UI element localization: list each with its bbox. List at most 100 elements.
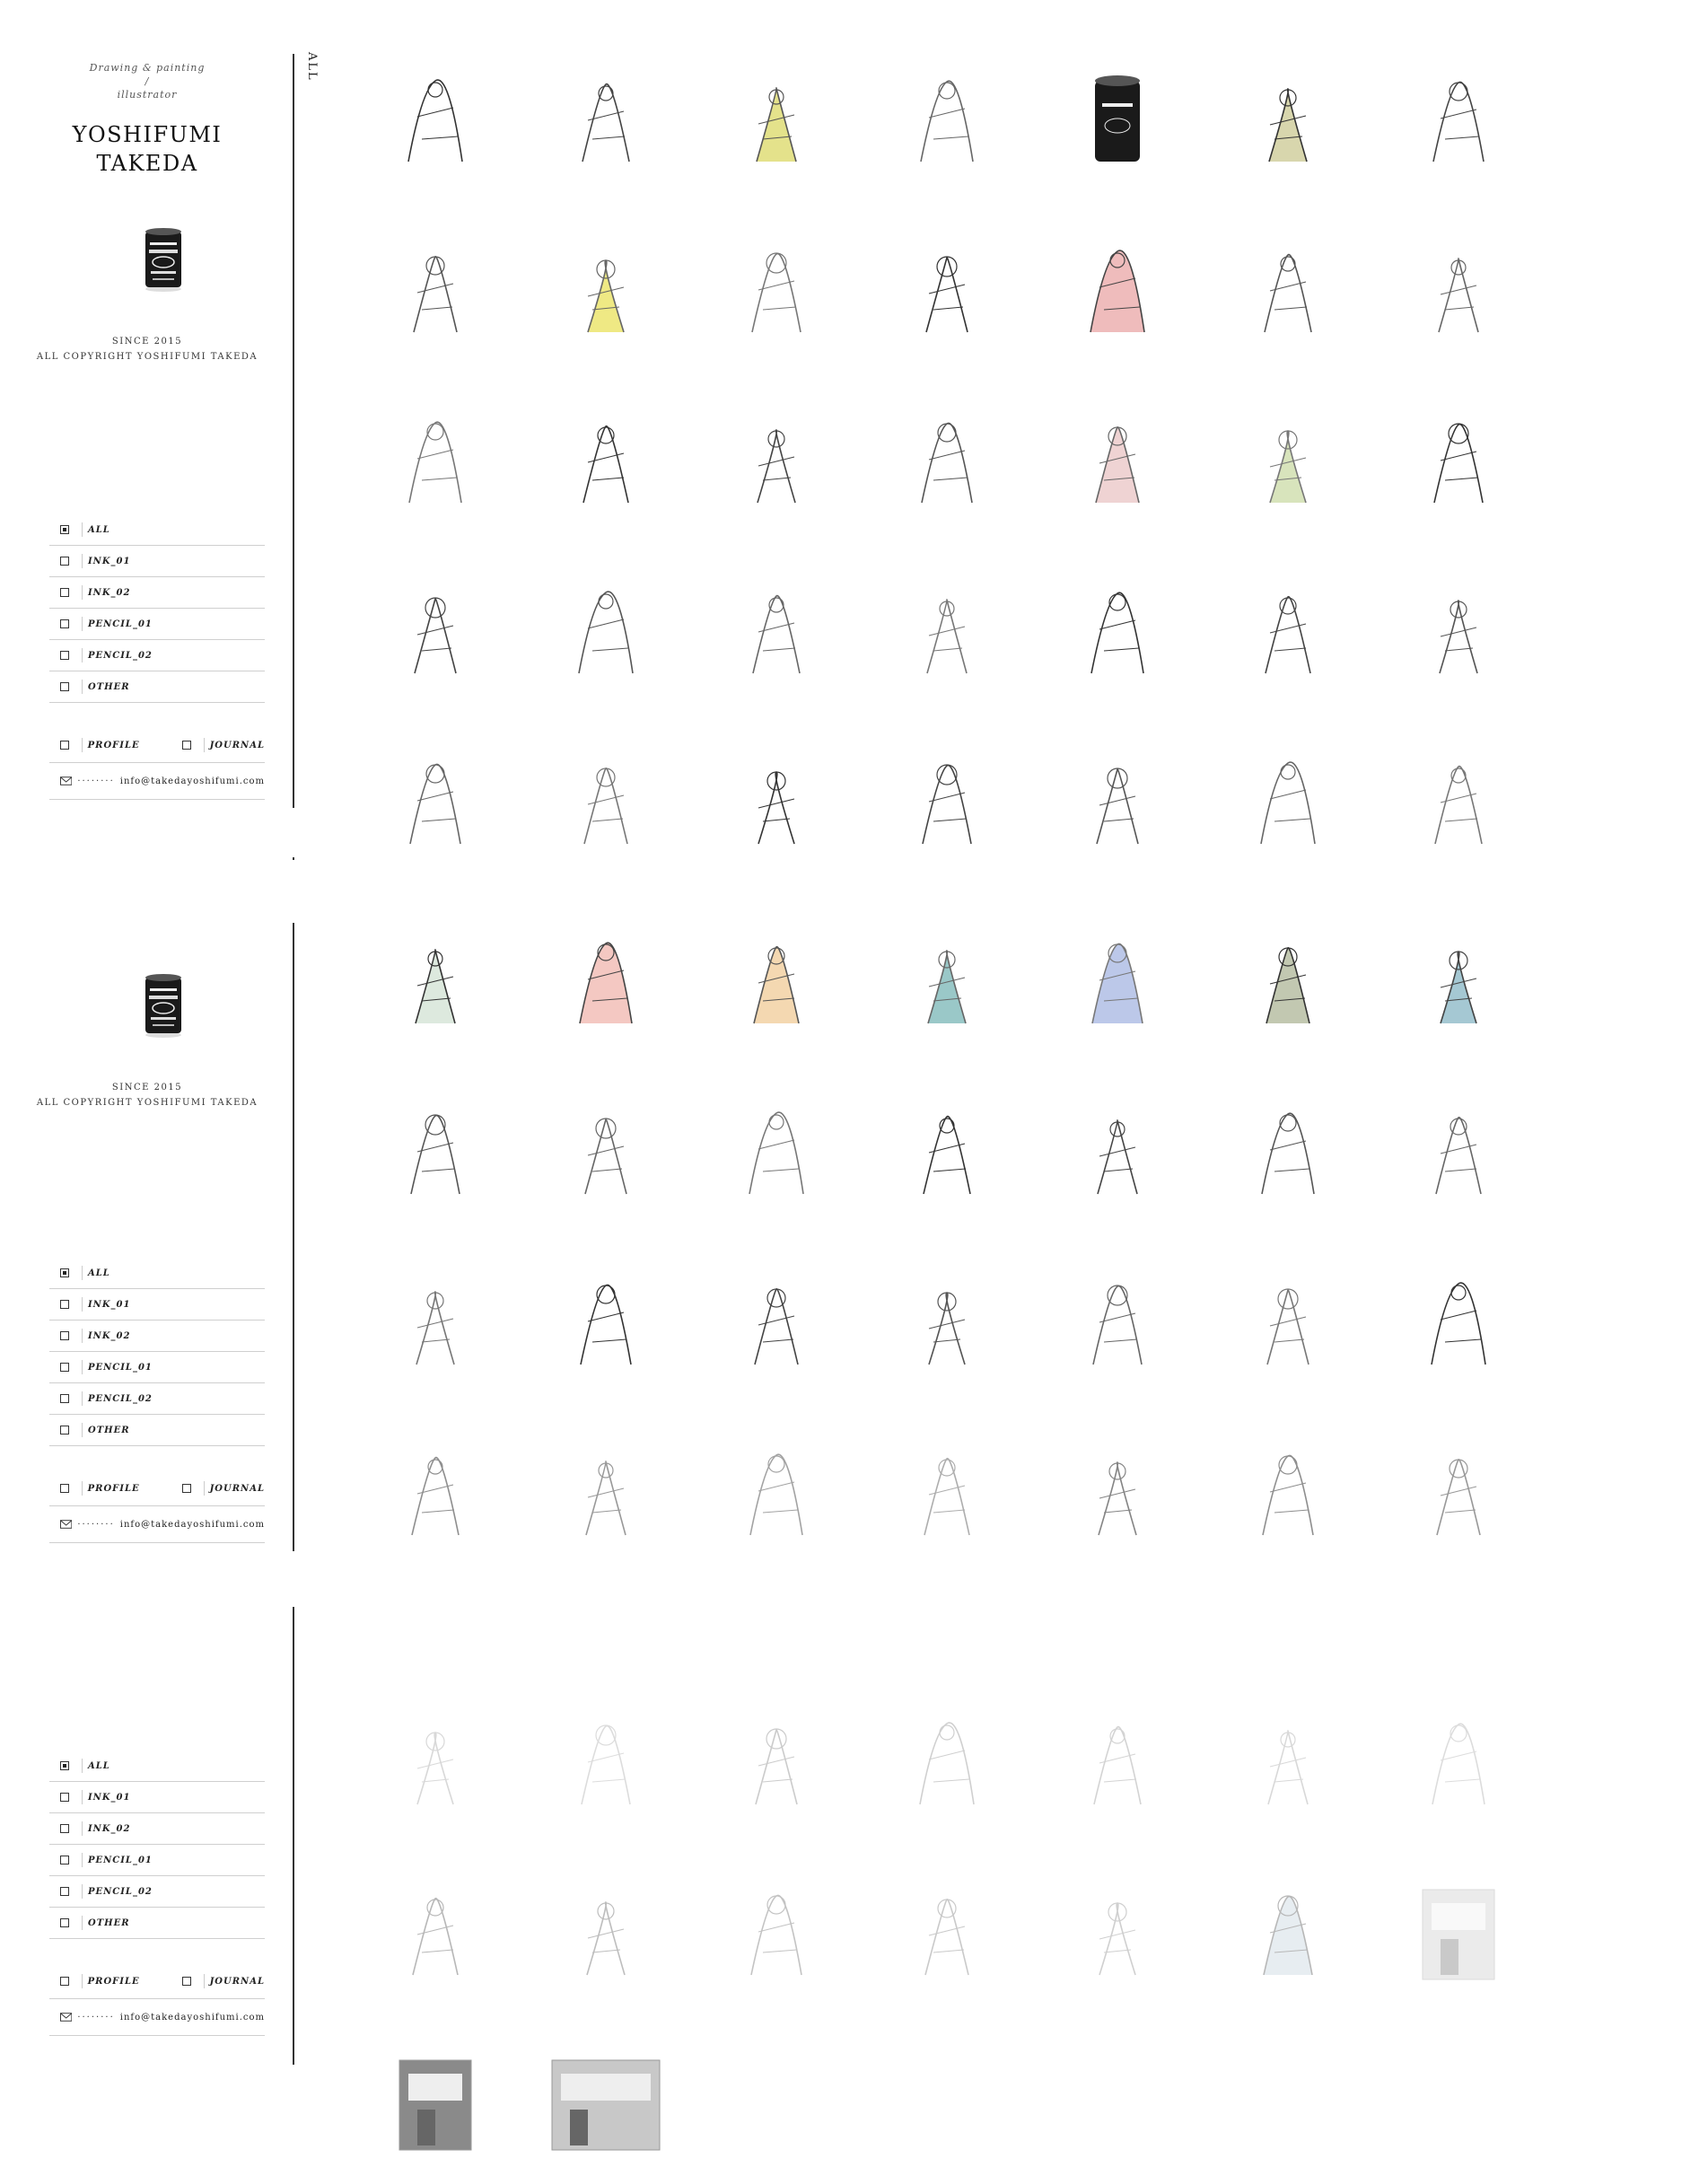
filter-pencil-02[interactable]: PENCIL_02 (49, 640, 265, 671)
email-row[interactable]: ········ info@takedayoshifumi.com (49, 763, 265, 800)
thumbnail-faint-6[interactable] (1221, 1697, 1355, 1831)
thumbnail-interior-corridor[interactable] (1391, 1867, 1526, 2002)
thumbnail-helmet[interactable] (368, 224, 503, 359)
checkbox-icon[interactable] (60, 682, 69, 691)
thumbnail-tall-house[interactable] (1391, 1427, 1526, 1562)
thumbnail-ghost-3[interactable] (709, 1867, 844, 2002)
thumbnail-bottles[interactable] (368, 916, 503, 1050)
thumbnail-jacket[interactable] (880, 224, 1014, 359)
checkbox-icon[interactable] (60, 1268, 69, 1277)
checkbox-icon[interactable] (60, 1918, 69, 1927)
checkbox-icon[interactable] (60, 651, 69, 660)
thumbnail-hands-plant[interactable] (1391, 736, 1526, 871)
filter-pencil-01[interactable]: PENCIL_01 (49, 1845, 265, 1876)
thumbnail-folded-shirts[interactable] (709, 224, 844, 359)
checkbox-icon[interactable] (60, 1824, 69, 1833)
thumbnail-house[interactable] (1050, 566, 1185, 700)
thumbnail-woman-portrait[interactable] (368, 395, 503, 530)
checkbox-icon[interactable] (60, 588, 69, 597)
thumbnail-ghost-4[interactable] (880, 1867, 1014, 2002)
filter-all[interactable]: ALL (49, 514, 265, 546)
thumbnail-isometric-cliff[interactable] (539, 566, 673, 700)
thumbnail-faces[interactable] (1221, 916, 1355, 1050)
thumbnail-gardener[interactable] (368, 736, 503, 871)
filter-other[interactable]: OTHER (49, 1908, 265, 1939)
thumbnail-faint-4[interactable] (880, 1697, 1014, 1831)
thumbnail-blue-portrait[interactable] (1391, 916, 1526, 1050)
thumbnail-sheep-head[interactable] (1221, 224, 1355, 359)
filter-pencil-01[interactable]: PENCIL_01 (49, 609, 265, 640)
thumbnail-woman-boxes[interactable] (539, 1427, 673, 1562)
filter-pencil-01[interactable]: PENCIL_01 (49, 1352, 265, 1383)
thumbnail-two-women[interactable] (880, 1257, 1014, 1391)
checkbox-icon[interactable] (60, 1484, 69, 1493)
thumbnail-person-table[interactable] (1221, 1427, 1355, 1562)
thumbnail-isometric-town[interactable] (368, 566, 503, 700)
email-row[interactable]: ········ info@takedayoshifumi.com (49, 1999, 265, 2036)
thumbnail-knit-jacket[interactable] (709, 1086, 844, 1221)
profile-link[interactable]: PROFILE (87, 740, 140, 750)
thumbnail-people-drinking[interactable] (1391, 566, 1526, 700)
thumbnail-father-child[interactable] (368, 1257, 503, 1391)
thumbnail-birds[interactable] (709, 916, 844, 1050)
email-link[interactable]: info@takedayoshifumi.com (119, 776, 265, 786)
thumbnail-boots[interactable] (1221, 54, 1355, 189)
thumbnail-charcoal-can[interactable] (1050, 54, 1185, 189)
email-row[interactable]: ········ info@takedayoshifumi.com (49, 1506, 265, 1543)
thumbnail-faint-5[interactable] (1050, 1697, 1185, 1831)
thumbnail-flowers-pink[interactable] (1050, 395, 1185, 530)
thumbnail-yellow-figure[interactable] (709, 54, 844, 189)
thumbnail-faint-3[interactable] (709, 1697, 844, 1831)
checkbox-icon[interactable] (181, 741, 191, 750)
thumbnail-man-plant[interactable] (709, 1427, 844, 1562)
filter-ink-01[interactable]: INK_01 (49, 1782, 265, 1813)
thumbnail-sewing-machine[interactable] (1050, 1086, 1185, 1221)
thumbnail-workers-grid-2[interactable] (539, 1086, 673, 1221)
filter-other[interactable]: OTHER (49, 671, 265, 703)
filter-pencil-02[interactable]: PENCIL_02 (49, 1383, 265, 1415)
checkbox-icon[interactable] (60, 1856, 69, 1865)
thumbnail-cottage[interactable] (880, 566, 1014, 700)
thumbnail-shellfish[interactable] (1050, 224, 1185, 359)
thumbnail-workers-grid-1[interactable] (368, 1086, 503, 1221)
thumbnail-old-truck[interactable] (709, 1257, 844, 1391)
journal-link[interactable]: JOURNAL (209, 1976, 265, 1987)
thumbnail-blue-sketch[interactable] (1050, 916, 1185, 1050)
thumbnail-rucksack[interactable] (880, 54, 1014, 189)
filter-ink-02[interactable]: INK_02 (49, 577, 265, 609)
thumbnail-astronaut[interactable] (368, 54, 503, 189)
thumbnail-ghost-5[interactable] (1050, 1867, 1185, 2002)
thumbnail-faint-1[interactable] (368, 1697, 503, 1831)
checkbox-icon[interactable] (60, 1887, 69, 1896)
profile-link[interactable]: PROFILE (87, 1976, 140, 1987)
checkbox-icon[interactable] (60, 1793, 69, 1802)
thumbnail-blue-backpack[interactable] (1221, 1867, 1355, 2002)
checkbox-icon[interactable] (181, 1977, 191, 1986)
checkbox-icon[interactable] (60, 1761, 69, 1770)
thumbnail-donkey[interactable] (1221, 1086, 1355, 1221)
filter-ink-01[interactable]: INK_01 (49, 1289, 265, 1321)
thumbnail-tools[interactable] (1050, 1257, 1185, 1391)
journal-link[interactable]: JOURNAL (209, 740, 265, 750)
checkbox-icon[interactable] (60, 619, 69, 628)
thumbnail-storefront[interactable] (709, 395, 844, 530)
filter-other[interactable]: OTHER (49, 1415, 265, 1446)
thumbnail-faint-2[interactable] (539, 1697, 673, 1831)
filter-all[interactable]: ALL (49, 1258, 265, 1289)
filter-all[interactable]: ALL (49, 1750, 265, 1782)
thumbnail-two-men[interactable] (539, 736, 673, 871)
filter-pencil-02[interactable]: PENCIL_02 (49, 1876, 265, 1908)
thumbnail-ghost-2[interactable] (539, 1867, 673, 2002)
thumbnail-grey-window[interactable] (368, 2038, 503, 2172)
journal-link[interactable]: JOURNAL (209, 1483, 265, 1494)
thumbnail-forest[interactable] (1391, 1257, 1526, 1391)
thumbnail-backpack[interactable] (539, 54, 673, 189)
thumbnail-cyclist[interactable] (539, 224, 673, 359)
thumbnail-fishing-lures[interactable] (1050, 736, 1185, 871)
thumbnail-sneakers[interactable] (539, 916, 673, 1050)
thumbnail-child-face[interactable] (1221, 1257, 1355, 1391)
email-link[interactable]: info@takedayoshifumi.com (119, 2012, 265, 2022)
thumbnail-buildings[interactable] (880, 1427, 1014, 1562)
thumbnail-bee[interactable] (368, 1427, 503, 1562)
thumbnail-paper-note[interactable] (1221, 736, 1355, 871)
